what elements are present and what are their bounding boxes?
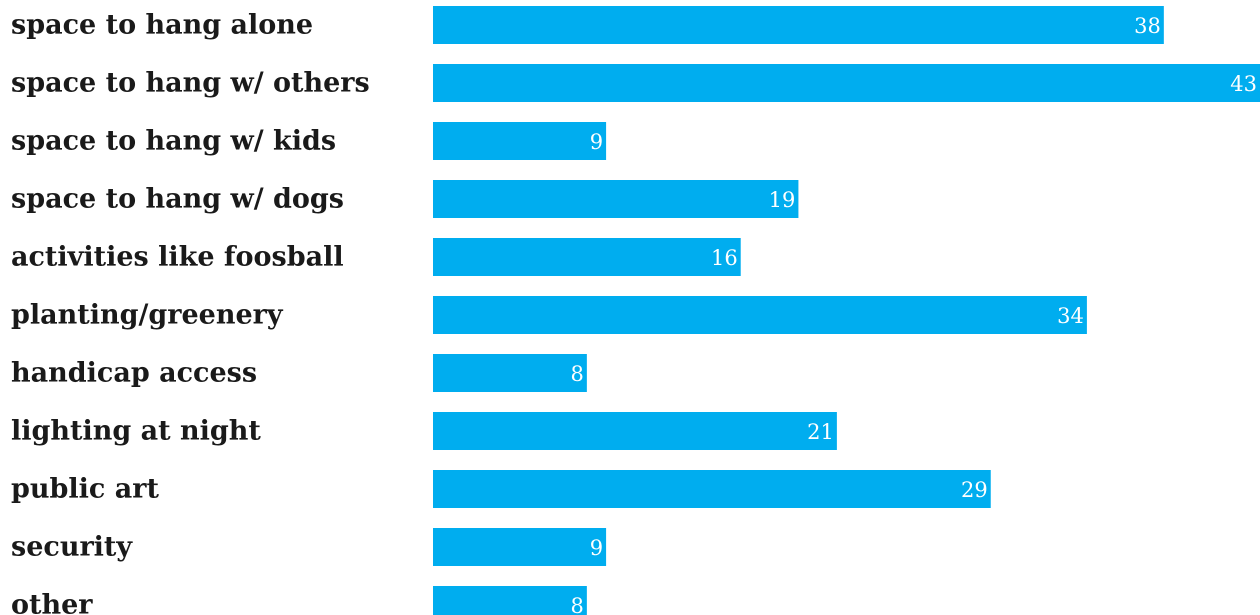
value-label: 16	[711, 246, 738, 270]
bar	[433, 528, 607, 566]
category-label: lighting at night	[11, 416, 261, 447]
bar	[433, 64, 1260, 102]
bar	[433, 296, 1087, 334]
bar	[433, 470, 991, 508]
value-label: 34	[1057, 304, 1084, 328]
bars	[433, 6, 1260, 615]
category-label: planting/greenery	[11, 300, 284, 331]
category-label: space to hang w/ others	[11, 68, 370, 99]
value-label: 21	[807, 420, 834, 444]
value-label: 19	[769, 188, 796, 212]
category-label: space to hang w/ kids	[11, 126, 336, 157]
value-label: 9	[590, 536, 603, 560]
category-label: other	[11, 590, 93, 615]
bar	[433, 122, 607, 160]
category-label: public art	[11, 474, 159, 505]
bar	[433, 6, 1164, 44]
value-labels: 38 43 9 19 16 34 8 21 29 9 8	[570, 14, 1257, 615]
value-label: 9	[590, 130, 603, 154]
value-label: 43	[1230, 72, 1257, 96]
bar	[433, 180, 799, 218]
category-labels: space to hang alone space to hang w/ othe…	[11, 10, 370, 615]
category-label: space to hang w/ dogs	[11, 184, 344, 215]
category-label: security	[11, 532, 133, 563]
value-label: 8	[570, 594, 583, 615]
category-label: space to hang alone	[11, 10, 313, 41]
bar	[433, 412, 837, 450]
value-label: 38	[1134, 14, 1161, 38]
category-label: activities like foosball	[11, 242, 344, 273]
bar	[433, 354, 587, 392]
value-label: 29	[961, 478, 988, 502]
value-label: 8	[570, 362, 583, 386]
bar	[433, 586, 587, 615]
bar	[433, 238, 741, 276]
category-label: handicap access	[11, 358, 257, 389]
